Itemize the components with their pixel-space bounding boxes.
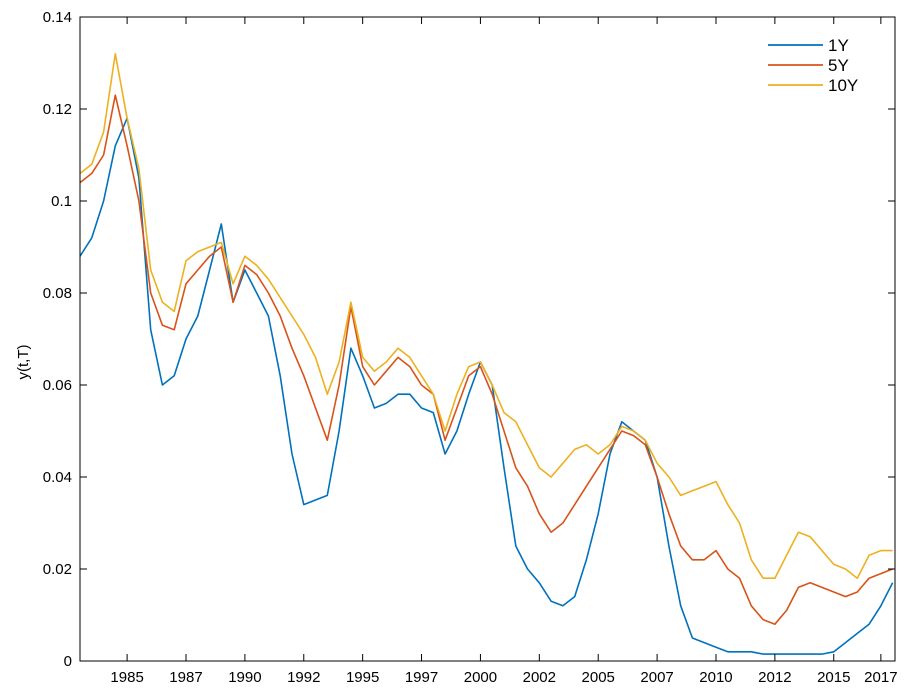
x-tick-label: 2002 bbox=[523, 669, 556, 686]
x-tick-label: 1990 bbox=[228, 669, 261, 686]
legend-label-1y: 1Y bbox=[828, 36, 849, 55]
plot-area bbox=[80, 17, 895, 661]
y-tick-label: 0.02 bbox=[43, 561, 72, 578]
x-tick-label: 2005 bbox=[582, 669, 615, 686]
series-line-5y bbox=[80, 94, 893, 626]
x-tick-label: 1987 bbox=[169, 669, 202, 686]
y-tick-label: 0.08 bbox=[43, 285, 72, 302]
x-tick-label: 2015 bbox=[817, 669, 850, 686]
y-tick-label: 0.1 bbox=[51, 193, 72, 210]
y-tick-label: 0.04 bbox=[43, 469, 72, 486]
x-tick-label: 2000 bbox=[464, 669, 497, 686]
series-line-10y bbox=[80, 52, 893, 580]
x-tick-label: 1995 bbox=[346, 669, 379, 686]
x-tick-label: 2007 bbox=[640, 669, 673, 686]
plot-background bbox=[80, 17, 895, 661]
y-tick-label: 0.06 bbox=[43, 377, 72, 394]
y-tick-label: 0.12 bbox=[43, 101, 72, 118]
y-axis-label: y(t,T) bbox=[15, 345, 32, 380]
y-tick-label: 0 bbox=[64, 653, 72, 670]
axes-frame bbox=[79, 16, 896, 662]
legend-label-10y: 10Y bbox=[828, 76, 858, 95]
x-tick-label: 2017 bbox=[864, 669, 897, 686]
axes-layer: 0 0.02 0.04 0.06 0.08 0.1 0.12 0.14 1985 1987 1990… bbox=[43, 9, 898, 686]
x-tick-label: 2012 bbox=[758, 669, 791, 686]
y-tick-label: 0.14 bbox=[43, 9, 72, 26]
x-tick-label: 1992 bbox=[287, 669, 320, 686]
x-tick-label: 2010 bbox=[699, 669, 732, 686]
x-tick-label: 1985 bbox=[110, 669, 143, 686]
legend-label-5y: 5Y bbox=[828, 56, 849, 75]
series-layer bbox=[80, 52, 894, 655]
x-tick-label: 1997 bbox=[405, 669, 438, 686]
